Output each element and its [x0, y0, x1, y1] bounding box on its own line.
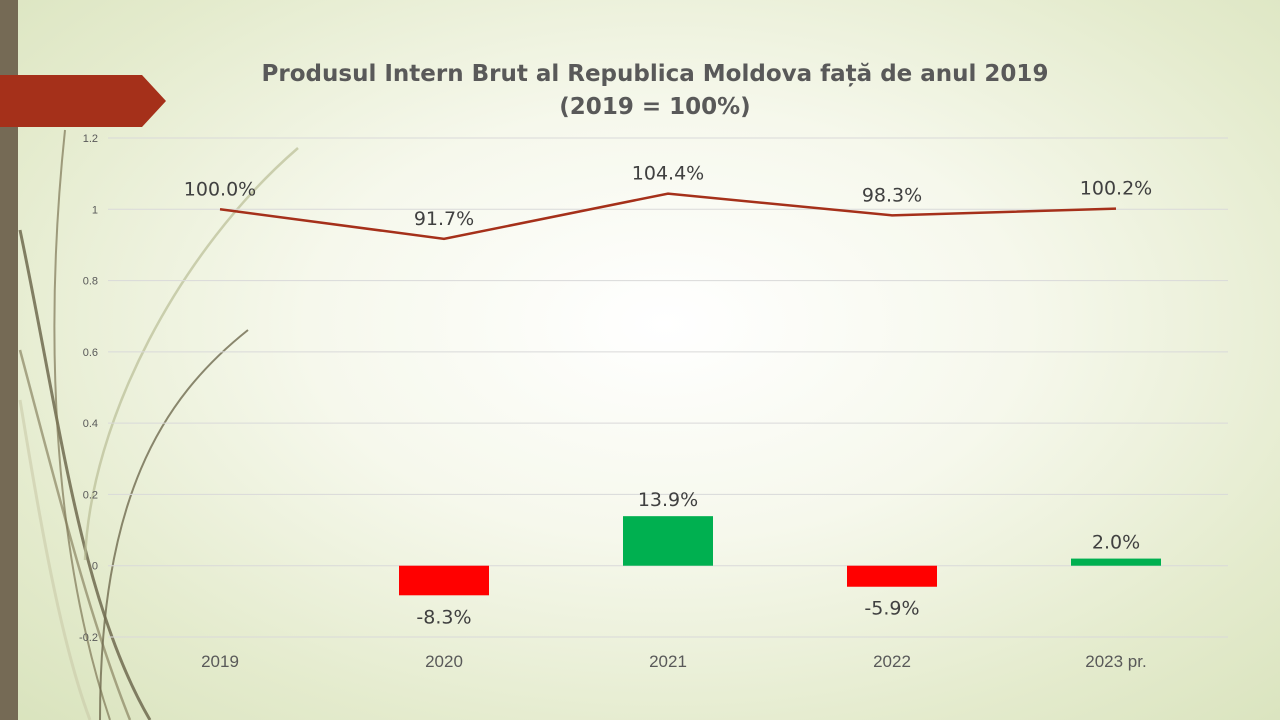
line-data-label: 104.4%: [632, 163, 704, 185]
y-tick-label: -0.2: [79, 632, 98, 644]
bar: [1071, 558, 1161, 566]
y-tick-label: 1.2: [83, 133, 98, 145]
series-line: [219, 192, 1117, 241]
bar: [623, 516, 713, 566]
x-tick-label: 2021: [649, 652, 687, 671]
line-data-label: 98.3%: [862, 184, 922, 206]
chart-title-line1: Produsul Intern Brut al Republica Moldov…: [261, 61, 1049, 87]
x-tick-label: 2019: [201, 652, 239, 671]
y-tick-label: 0.4: [83, 418, 98, 430]
bar: [399, 565, 489, 596]
line-data-label: 100.0%: [184, 178, 256, 200]
bar-data-label: -8.3%: [416, 606, 471, 628]
x-tick-label: 2022: [873, 652, 911, 671]
y-tick-label: 0: [92, 561, 98, 573]
y-tick-label: 0.6: [83, 347, 98, 359]
line-data-label: 91.7%: [414, 208, 474, 230]
left-accent-bar: [0, 0, 18, 720]
chart-title: Produsul Intern Brut al Republica Moldov…: [0, 58, 1280, 124]
y-tick-label: 0.8: [83, 276, 98, 288]
bar: [847, 565, 937, 587]
x-tick-label: 2023 pr.: [1085, 652, 1146, 671]
chart-title-line2: (2019 = 100%): [559, 94, 751, 120]
y-tick-label: 1: [92, 204, 98, 216]
y-tick-label: 0.2: [83, 489, 98, 501]
bar-data-label: -5.9%: [864, 598, 919, 620]
bar-data-label: 13.9%: [638, 489, 698, 511]
line-data-label: 100.2%: [1080, 178, 1152, 200]
x-tick-label: 2020: [425, 652, 463, 671]
bar-data-label: 2.0%: [1092, 532, 1140, 554]
